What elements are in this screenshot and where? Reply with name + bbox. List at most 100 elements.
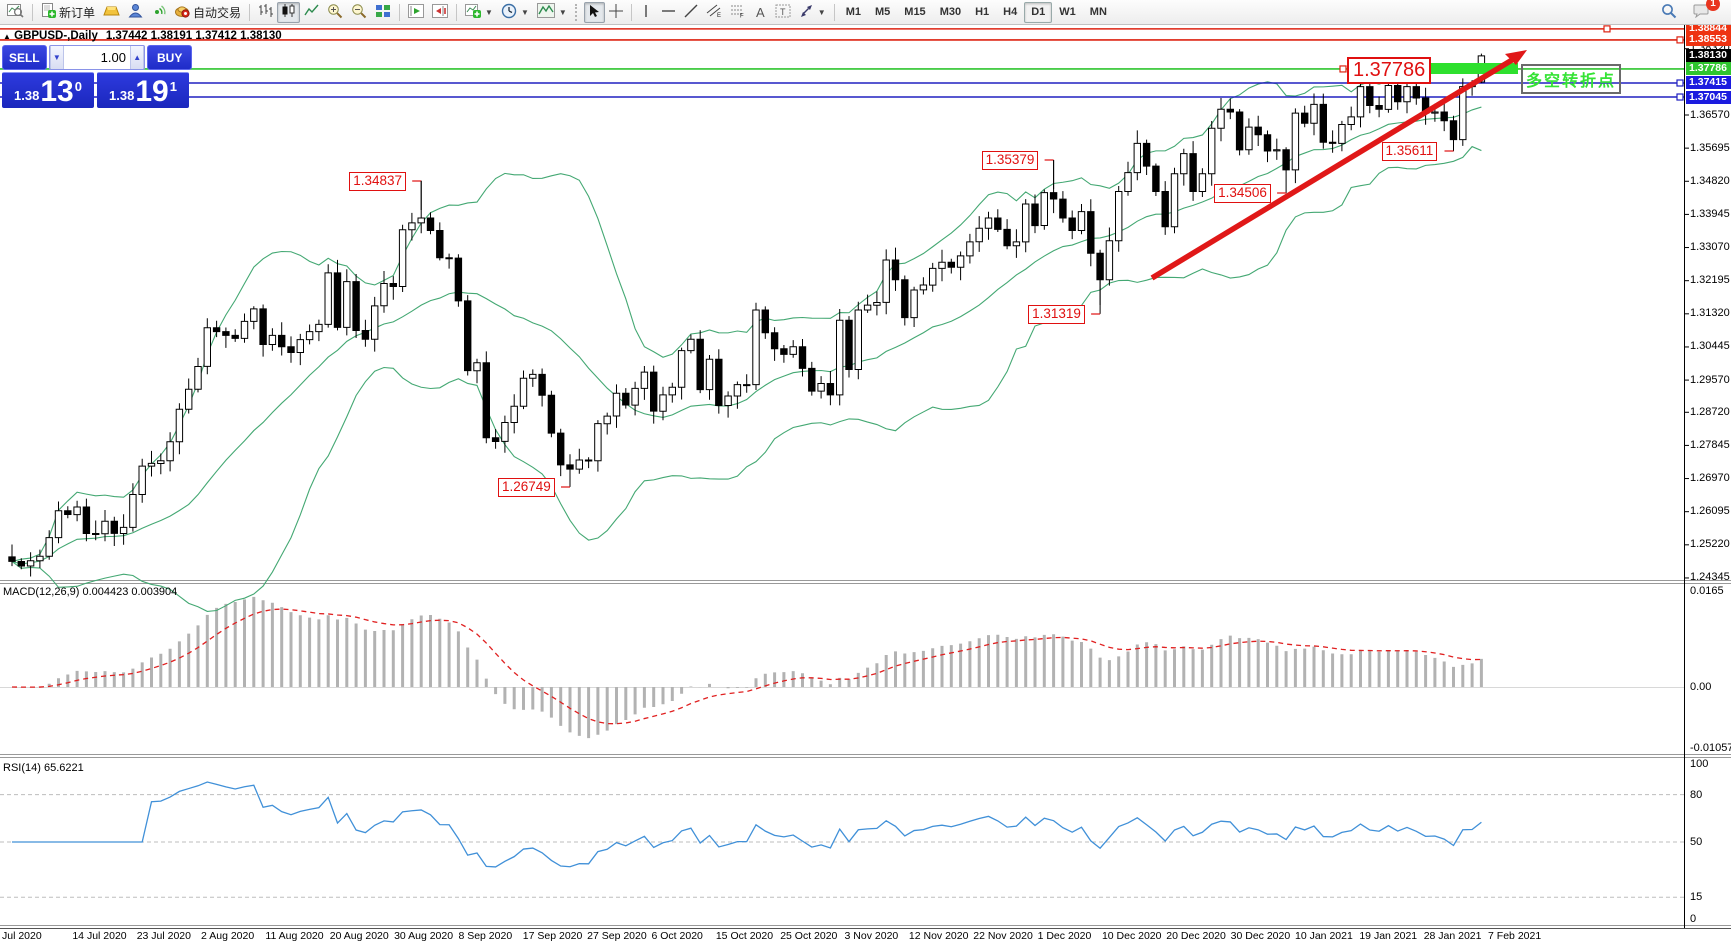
rsi-scale-label: 15 [1690, 891, 1703, 904]
chart-symbol-period: GBPUSD-,Daily [14, 30, 98, 42]
timeframe-m5[interactable]: M5 [875, 6, 891, 18]
cursor-button[interactable] [583, 1, 605, 23]
text-label-button[interactable]: T [771, 2, 795, 23]
search-button[interactable] [1657, 2, 1681, 23]
date-axis-label: 14 Jul 2020 [72, 930, 127, 942]
volume-input[interactable] [63, 46, 130, 69]
line-chart-icon [304, 3, 319, 21]
new-chart-button[interactable]: ▼ [461, 2, 497, 23]
autotrading-label: 自动交易 [193, 5, 242, 20]
horizontal-line-button[interactable] [657, 2, 680, 23]
price-tick-label: 1.26970 [1690, 472, 1730, 485]
date-axis-label: 2 Aug 2020 [201, 930, 255, 942]
new-order-label: 新订单 [59, 5, 96, 20]
autotrading-button[interactable]: 自动交易 [170, 2, 245, 23]
search-icon [1661, 3, 1677, 22]
sell-price-display[interactable]: 1.38 13 0 [2, 72, 94, 108]
price-tick-label: 1.36570 [1690, 108, 1730, 121]
date-axis-label: 20 Dec 2020 [1166, 930, 1226, 942]
date-axis-label: 8 Sep 2020 [458, 930, 513, 942]
price-tick-label: 1.34820 [1690, 174, 1730, 187]
price-tick-label: 1.27845 [1690, 438, 1730, 451]
vertical-line-button[interactable] [636, 2, 657, 23]
date-axis-label: 22 Nov 2020 [973, 930, 1033, 942]
collapse-triangle-icon: ▲ [3, 32, 11, 41]
date-axis-label: 10 Dec 2020 [1101, 930, 1162, 942]
bar-chart-button[interactable] [254, 2, 277, 23]
chart-title: ▲ GBPUSD-,Daily 1.37442 1.38191 1.37412 1… [3, 30, 282, 42]
auto-scroll-icon [408, 3, 425, 21]
date-axis-label: 30 Dec 2020 [1230, 930, 1291, 942]
price-marker-label: 1.37415 [1686, 76, 1731, 90]
buy-button[interactable]: BUY [147, 45, 192, 70]
chart-ohlc-values: 1.37442 1.38191 1.37412 1.38130 [105, 30, 282, 42]
price-tick-label: 1.33945 [1690, 207, 1730, 220]
chart-shift-icon [432, 3, 449, 21]
timeframe-w1[interactable]: W1 [1059, 6, 1076, 18]
text-button[interactable]: A [750, 2, 771, 23]
timeframe-d1[interactable]: D1 [1024, 1, 1053, 23]
date-axis-label: 23 Jul 2020 [136, 930, 191, 942]
equidistant-channel-button[interactable]: E [702, 2, 726, 23]
notifications-button[interactable]: 1 [1689, 0, 1720, 23]
notification-badge: 1 [1706, 0, 1720, 11]
macd-label: MACD(12,26,9) 0.004423 0.003904 [3, 586, 178, 598]
timeframe-h1[interactable]: H1 [975, 6, 990, 18]
zoom-out-button[interactable] [347, 2, 371, 23]
price-annotation[interactable]: 1.37786 [1347, 56, 1432, 84]
signals-button[interactable] [147, 2, 170, 23]
dropdown-caret-icon: ▼ [520, 7, 529, 17]
cursor-arrow-icon [588, 4, 600, 21]
volume-stepper: ▼ ▲ [48, 45, 146, 70]
price-tick-label: 1.33070 [1690, 241, 1730, 254]
autotrading-icon [174, 3, 190, 21]
profiles-button[interactable]: ▼ [497, 2, 533, 23]
date-axis-label: 6 Oct 2020 [651, 930, 703, 942]
trendline-icon [684, 4, 698, 21]
timeframe-m15[interactable]: M15 [904, 6, 926, 18]
date-axis-label: 10 Jan 2021 [1295, 930, 1353, 942]
price-annotation[interactable]: 1.34506 [1214, 184, 1271, 203]
crosshair-button[interactable] [605, 2, 627, 23]
timeframe-mn[interactable]: MN [1089, 6, 1107, 18]
auto-scroll-button[interactable] [404, 2, 428, 23]
trendline-button[interactable] [680, 2, 702, 23]
channel-icon: E [706, 3, 722, 21]
broadcast-icon [151, 3, 166, 21]
timeframe-m30[interactable]: M30 [939, 6, 962, 18]
zoom-in-button[interactable] [323, 2, 347, 23]
price-annotation[interactable]: 1.35379 [981, 151, 1039, 170]
volume-decrease-button[interactable]: ▼ [49, 46, 64, 69]
chart-magnifier-icon [7, 3, 24, 21]
turning-point-text-box[interactable]: 多空转折点 [1521, 64, 1622, 94]
fibonacci-button[interactable]: F [726, 2, 750, 23]
community-button[interactable] [124, 2, 147, 23]
main-toolbar: 新订单 自动交易 [0, 0, 1731, 25]
timeframe-m1[interactable]: M1 [845, 6, 861, 18]
dropdown-caret-icon: ▼ [485, 7, 493, 17]
gold-button[interactable] [99, 2, 124, 23]
indicators-icon [536, 3, 555, 21]
sell-button[interactable]: SELL [2, 45, 47, 70]
indicators-button[interactable]: ▼ [533, 2, 571, 23]
price-annotation[interactable]: 1.34837 [349, 172, 406, 191]
date-axis-label: 25 Oct 2020 [780, 930, 838, 942]
buy-price-big: 19 [135, 75, 169, 108]
date-axis-label: 20 Aug 2020 [329, 930, 389, 942]
date-axis-label: 27 Sep 2020 [587, 930, 647, 942]
volume-increase-button[interactable]: ▲ [129, 46, 145, 69]
price-annotation[interactable]: 1.31319 [1028, 305, 1085, 324]
toolbar-grip [574, 3, 580, 21]
new-order-button[interactable]: 新订单 [37, 2, 99, 23]
tile-windows-button[interactable] [371, 2, 395, 23]
line-chart-button[interactable] [300, 2, 323, 23]
market-watch-button[interactable] [3, 2, 28, 23]
price-annotation[interactable]: 1.26749 [498, 478, 555, 497]
candlestick-chart-button[interactable] [277, 1, 301, 23]
arrows-button[interactable]: ▼ [795, 2, 830, 23]
timeframe-h4[interactable]: H4 [1003, 6, 1018, 18]
buy-price-display[interactable]: 1.38 19 1 [97, 72, 189, 108]
chart-shift-button[interactable] [428, 2, 452, 23]
price-annotation[interactable]: 1.35611 [1381, 142, 1438, 161]
